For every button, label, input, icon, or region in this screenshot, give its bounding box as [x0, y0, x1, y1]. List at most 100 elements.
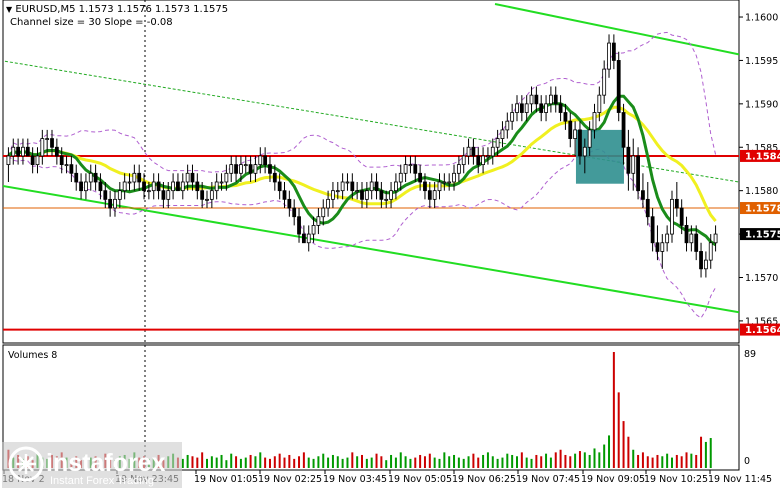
- candle-body: [25, 146, 30, 157]
- candle-body: [447, 181, 452, 184]
- candle-body: [660, 242, 665, 252]
- dropdown-triangle-icon[interactable]: ▼: [6, 5, 13, 14]
- candle: [35, 147, 40, 174]
- price-tag-bg: [740, 202, 780, 215]
- candle-body: [355, 190, 360, 193]
- candle-body: [224, 172, 229, 183]
- price-tag: 1.1564: [740, 323, 781, 336]
- price-tag-label: 1.1575: [745, 230, 781, 241]
- candle-body: [490, 146, 495, 157]
- candle: [25, 138, 30, 157]
- candle: [403, 155, 408, 182]
- candle: [510, 103, 515, 130]
- candle: [6, 147, 11, 182]
- candle: [539, 95, 544, 122]
- candle-body: [132, 172, 137, 183]
- candle-body: [93, 172, 98, 183]
- candle: [408, 155, 413, 174]
- candle-body: [137, 172, 142, 183]
- candle: [650, 208, 655, 252]
- channel-lower-line: [3, 184, 739, 314]
- candle-body: [321, 207, 326, 218]
- candle: [495, 129, 500, 156]
- candle: [151, 173, 156, 200]
- candle: [30, 147, 35, 174]
- candle-body: [650, 216, 655, 244]
- time-label: 19 Nov 10:25: [644, 474, 708, 485]
- candle: [98, 173, 103, 200]
- candle: [74, 164, 79, 191]
- candle-body: [50, 138, 54, 148]
- candle-body: [670, 198, 674, 235]
- candle-body: [6, 155, 11, 166]
- candle: [689, 225, 694, 252]
- time-label: 19 Nov 06:25: [452, 474, 516, 485]
- candle: [461, 147, 466, 174]
- candle-body: [708, 242, 713, 261]
- price-tag-label: 1.1584: [745, 151, 781, 162]
- candle: [69, 155, 74, 182]
- candle-body: [277, 181, 282, 192]
- candle: [253, 155, 258, 182]
- candle: [703, 251, 708, 278]
- candle: [335, 181, 340, 200]
- candle: [641, 173, 645, 209]
- candle-body: [142, 181, 146, 192]
- candle-body: [98, 181, 103, 192]
- candle: [103, 181, 108, 209]
- candle-body: [495, 138, 500, 148]
- candle: [316, 208, 321, 235]
- price-label: 1.1590: [745, 99, 778, 110]
- candle: [544, 95, 548, 122]
- candle: [655, 225, 660, 261]
- candle-body: [641, 190, 645, 200]
- candle: [132, 164, 137, 191]
- candle: [563, 103, 568, 130]
- candle-body: [190, 172, 195, 183]
- candle: [471, 138, 476, 165]
- candle: [684, 216, 689, 252]
- candle-body: [621, 112, 626, 148]
- candle-body: [272, 172, 277, 183]
- price-tag: 1.1584: [740, 149, 781, 162]
- candle-body: [195, 181, 200, 192]
- candle: [11, 138, 16, 165]
- candle-body: [466, 146, 471, 157]
- candle: [369, 173, 374, 200]
- candle: [239, 155, 243, 182]
- time-label: 19 Nov 02:25: [258, 474, 322, 485]
- candle-body: [500, 129, 505, 139]
- price-label: 1.1600: [745, 13, 778, 24]
- candle-body: [398, 172, 403, 183]
- candle-body: [45, 138, 50, 140]
- candle-body: [340, 181, 345, 192]
- candle: [524, 95, 529, 122]
- candle-body: [379, 190, 384, 200]
- candle-body: [113, 198, 117, 209]
- candle: [573, 121, 578, 156]
- candle: [93, 164, 98, 191]
- candle: [209, 181, 214, 209]
- candle-body: [268, 164, 272, 174]
- candle: [602, 60, 607, 104]
- candle: [292, 199, 297, 226]
- candle-body: [369, 181, 374, 192]
- candle-body: [69, 164, 74, 174]
- candle: [214, 173, 219, 200]
- candle-body: [645, 198, 650, 218]
- candle: [59, 147, 64, 174]
- candle: [389, 181, 393, 209]
- candle-body: [180, 181, 185, 192]
- candle: [79, 173, 83, 200]
- candle-body: [326, 198, 330, 209]
- candle-body: [408, 164, 413, 167]
- candle-body: [510, 112, 515, 122]
- candle: [355, 181, 360, 200]
- price-tag-bg: [740, 149, 780, 162]
- price-axis: 1.1600 1.1595 1.1590 1.1585 1.1580 1.1575 1.15…: [739, 13, 778, 327]
- candle-body: [384, 198, 389, 201]
- candle-body: [316, 216, 321, 226]
- candle-body: [689, 233, 694, 244]
